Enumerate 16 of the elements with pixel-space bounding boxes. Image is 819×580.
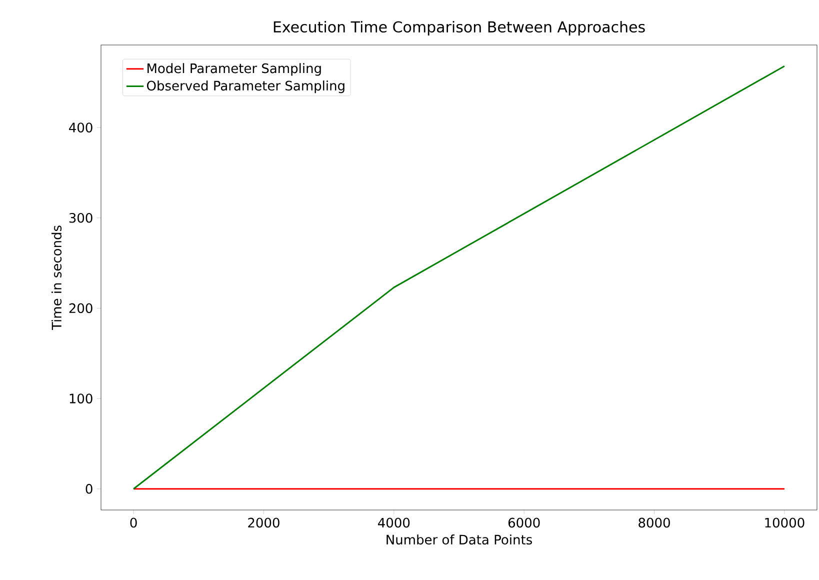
chart-title: Execution Time Comparison Between Approaches	[274, 20, 645, 36]
x-tick-label: 0	[130, 518, 137, 528]
x-tick-label: 4000	[378, 518, 410, 528]
y-tick-label: 0	[86, 484, 92, 494]
y-tick-label: 100	[70, 394, 92, 404]
legend-label: Observed Parameter Sampling	[146, 80, 344, 94]
x-tick-label: 6000	[508, 518, 540, 528]
x-tick-label: 2000	[248, 518, 280, 528]
x-tick-label: 10000	[765, 518, 804, 528]
x-tick-label: 8000	[638, 518, 670, 528]
legend-label: Model Parameter Sampling	[148, 63, 321, 76]
y-tick-label: 200	[69, 303, 92, 314]
x-axis-title: Number of Data Points	[386, 534, 532, 545]
y-tick-label: 400	[69, 122, 92, 132]
y-tick-label: 300	[69, 212, 92, 223]
y-axis-title: Time in seconds	[51, 226, 62, 330]
